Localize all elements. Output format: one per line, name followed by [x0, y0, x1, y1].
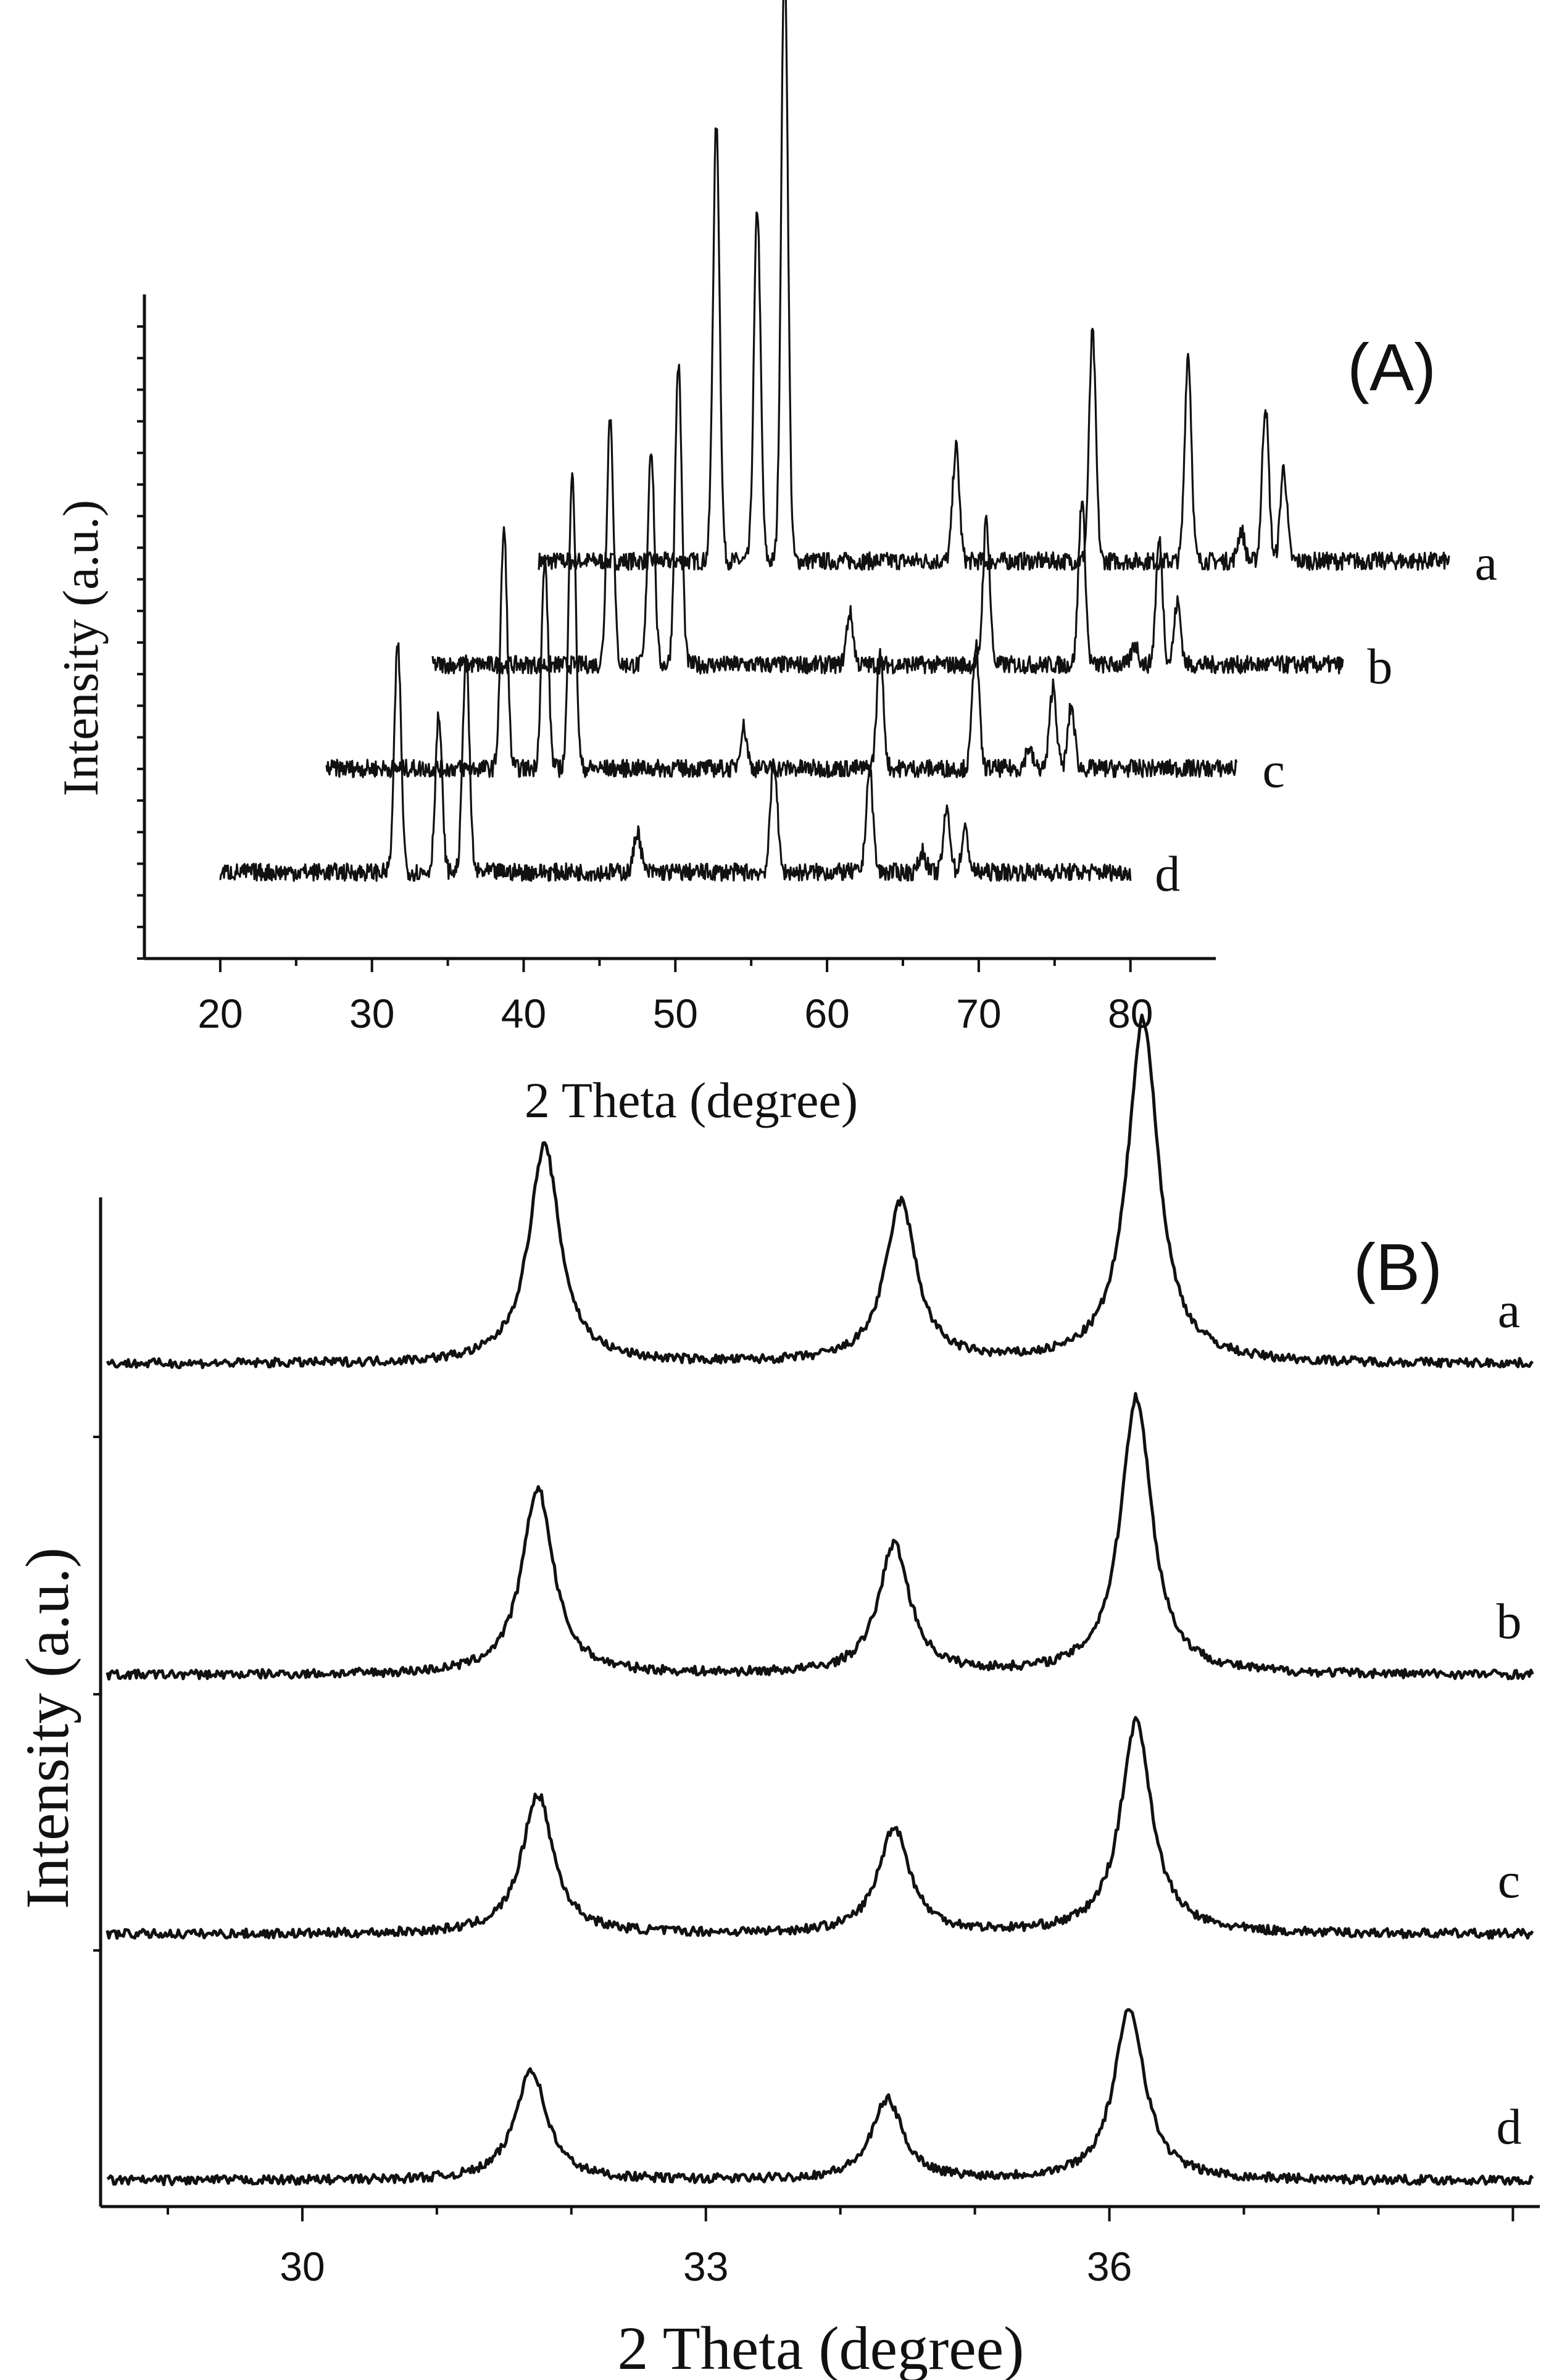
panel-b-series-b-line [106, 1392, 1534, 1681]
panel-a-series-a-label: a [1475, 535, 1497, 591]
panel-a-y-axis-title: Intensity (a.u.) [52, 500, 109, 796]
panel-a-x-axis-title: 2 Theta (degree) [525, 1072, 858, 1128]
panel-a-series-a-line [538, 0, 1450, 571]
panel-a-x-tick-label: 60 [804, 991, 849, 1036]
panel-a-series-b-line [431, 364, 1344, 675]
panel-a-label: (A) [1347, 330, 1436, 404]
panel-a-x-tick-label: 50 [653, 991, 698, 1036]
panel-a-x-ticks: 20 30 40 50 60 70 80 [197, 959, 1153, 1036]
panel-a-y-ticks [137, 325, 144, 960]
panel-b-x-tick-label: 30 [280, 2244, 325, 2289]
panel-a-series-d-label: d [1155, 846, 1180, 902]
panel-a-series-c-line [325, 472, 1238, 778]
panel-b-x-ticks: 30 33 36 [166, 2207, 1515, 2289]
panel-b-series-c-line [106, 1716, 1534, 1940]
panel-b-series-d-label: d [1497, 2099, 1522, 2155]
panel-a-series-b-label: b [1367, 638, 1392, 694]
panel-a-x-tick-label: 40 [501, 991, 546, 1036]
panel-b-x-axis-title: 2 Theta (degree) [618, 2314, 1024, 2380]
panel-a-series: a b c d [219, 0, 1497, 902]
panel-a-x-tick-label: 30 [349, 991, 394, 1036]
panel-b-x-tick-label: 33 [683, 2244, 728, 2289]
panel-b: 30 33 36 a b c d (B) 2 Theta (degree) Intensi… [13, 1013, 1540, 2380]
panel-b-y-ticks [93, 1436, 101, 1952]
panel-a-series-c-label: c [1263, 742, 1285, 798]
panel-b-series-a-line [106, 1013, 1534, 1370]
panel-a-x-tick-label: 70 [956, 991, 1001, 1036]
panel-b-x-tick-label: 36 [1087, 2244, 1132, 2289]
panel-b-series-c-label: c [1498, 1852, 1520, 1908]
panel-b-series-d-line [106, 2008, 1534, 2186]
panel-b-series-b-label: b [1497, 1593, 1522, 1649]
panel-b-label: (B) [1353, 1230, 1442, 1304]
panel-b-series: a b c d [106, 1013, 1534, 2186]
panel-a-x-tick-label: 20 [197, 991, 243, 1036]
panel-b-series-a-label: a [1498, 1282, 1520, 1338]
panel-b-y-axis-title: Intensity (a.u.) [13, 1547, 81, 1909]
panel-a-series-d-line [219, 642, 1132, 882]
